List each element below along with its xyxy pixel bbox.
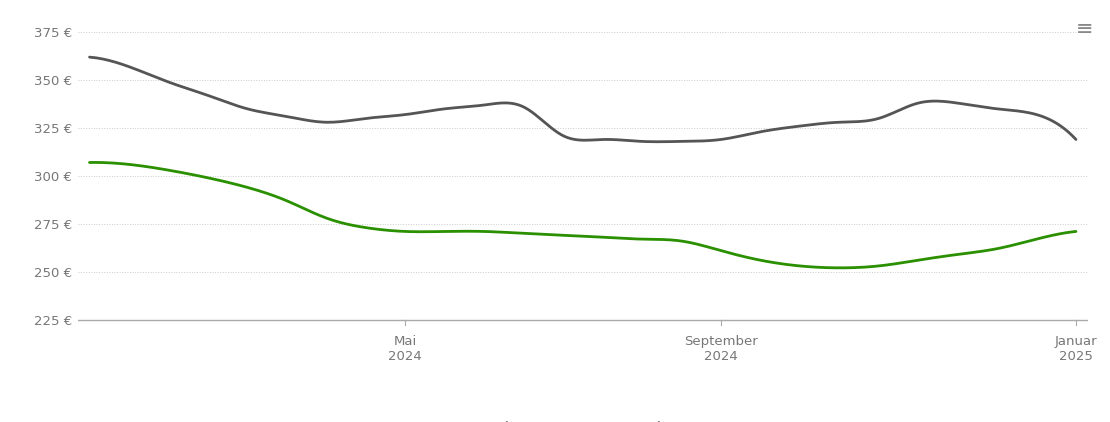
Legend: lose Ware, Sackware: lose Ware, Sackware <box>461 416 705 422</box>
Text: ≡: ≡ <box>1076 19 1093 39</box>
